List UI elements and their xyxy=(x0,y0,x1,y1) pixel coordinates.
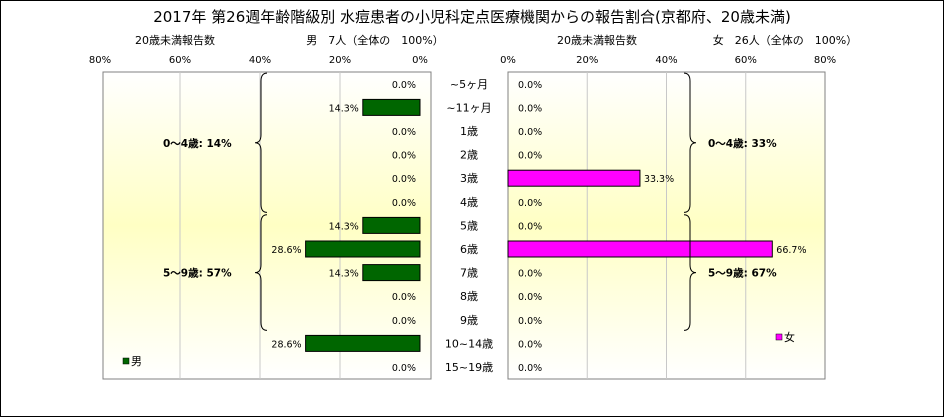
group-brace xyxy=(683,72,697,213)
bar-male xyxy=(305,240,421,258)
bar-female xyxy=(507,169,641,187)
legend-swatch-male xyxy=(122,357,130,365)
data-label-female: 0.0% xyxy=(518,103,542,114)
data-label-male: 28.6% xyxy=(271,245,301,256)
category-label: 2歳 xyxy=(460,149,478,162)
data-label-male: 0.0% xyxy=(392,363,416,374)
bar-male xyxy=(362,98,421,116)
category-label: 5歳 xyxy=(460,219,478,232)
bar-female xyxy=(507,240,773,258)
data-label-female: 0.0% xyxy=(518,151,542,162)
tick-label-left: 40% xyxy=(249,55,271,66)
bar-male xyxy=(362,264,421,282)
category-label: 6歳 xyxy=(460,243,478,256)
group-label-male: 0～4歳: 14% xyxy=(163,137,232,150)
data-label-female: 0.0% xyxy=(518,363,542,374)
data-label-male: 0.0% xyxy=(392,316,416,327)
data-label-female: 0.0% xyxy=(518,127,542,138)
legend-label-female: 女 xyxy=(784,330,795,344)
data-label-female: 0.0% xyxy=(518,339,542,350)
tick-label-left: 20% xyxy=(329,55,351,66)
data-label-male: 14.3% xyxy=(329,103,359,114)
chart-title: 2017年 第26週年齢階級別 水痘患者の小児科定点医療機関からの報告割合(京都… xyxy=(153,8,791,26)
category-label: 7歳 xyxy=(460,267,478,280)
tick-label-right: 40% xyxy=(655,55,677,66)
category-label: 8歳 xyxy=(460,290,478,303)
legend-swatch-female xyxy=(775,333,783,341)
data-label-female: 33.3% xyxy=(644,174,674,185)
data-label-male: 0.0% xyxy=(392,198,416,209)
bar-male xyxy=(362,216,421,234)
left-panel-header: 男 7人（全体の 100%） xyxy=(306,33,443,47)
group-brace xyxy=(254,72,268,213)
right-axis-label: 20歳未満報告数 xyxy=(557,34,637,47)
category-label: 1歳 xyxy=(460,125,478,138)
tick-label-right: 0% xyxy=(500,55,516,66)
group-brace xyxy=(254,214,268,331)
category-label: 10~14歳 xyxy=(445,337,493,350)
group-label-male: 5～9歳: 57% xyxy=(163,267,232,280)
data-label-male: 0.0% xyxy=(392,80,416,91)
legend-label-male: 男 xyxy=(131,355,142,368)
tick-label-right: 60% xyxy=(735,55,757,66)
category-label: ~11ヶ月 xyxy=(446,101,491,114)
data-label-female: 0.0% xyxy=(518,221,542,232)
data-label-male: 28.6% xyxy=(271,339,301,350)
data-label-female: 0.0% xyxy=(518,316,542,327)
data-label-female: 0.0% xyxy=(518,269,542,280)
data-label-female: 0.0% xyxy=(518,292,542,303)
group-brace xyxy=(683,214,697,331)
data-label-male: 0.0% xyxy=(392,127,416,138)
tick-label-left: 80% xyxy=(89,55,111,66)
tick-label-right: 80% xyxy=(814,55,836,66)
data-label-female: 0.0% xyxy=(518,80,542,91)
category-label: ~5ヶ月 xyxy=(450,78,488,91)
right-panel-header: 女 26人（全体の 100%） xyxy=(713,33,857,47)
data-label-male: 0.0% xyxy=(392,151,416,162)
data-label-male: 0.0% xyxy=(392,292,416,303)
data-label-female: 0.0% xyxy=(518,198,542,209)
data-label-male: 0.0% xyxy=(392,174,416,185)
left-axis-label: 20歳未満報告数 xyxy=(135,34,215,47)
tick-label-left: 60% xyxy=(169,55,191,66)
category-label: 9歳 xyxy=(460,314,478,327)
data-label-male: 14.3% xyxy=(329,269,359,280)
group-label-female: 5～9歳: 67% xyxy=(708,267,777,280)
data-label-female: 66.7% xyxy=(776,245,806,256)
category-label: 3歳 xyxy=(460,172,478,185)
bar-male xyxy=(305,334,421,352)
tick-label-right: 20% xyxy=(576,55,598,66)
tick-label-left: 0% xyxy=(412,55,428,66)
group-label-female: 0～4歳: 33% xyxy=(708,137,777,150)
category-label: 4歳 xyxy=(460,196,478,209)
data-label-male: 14.3% xyxy=(329,221,359,232)
category-label: 15~19歳 xyxy=(445,361,493,374)
